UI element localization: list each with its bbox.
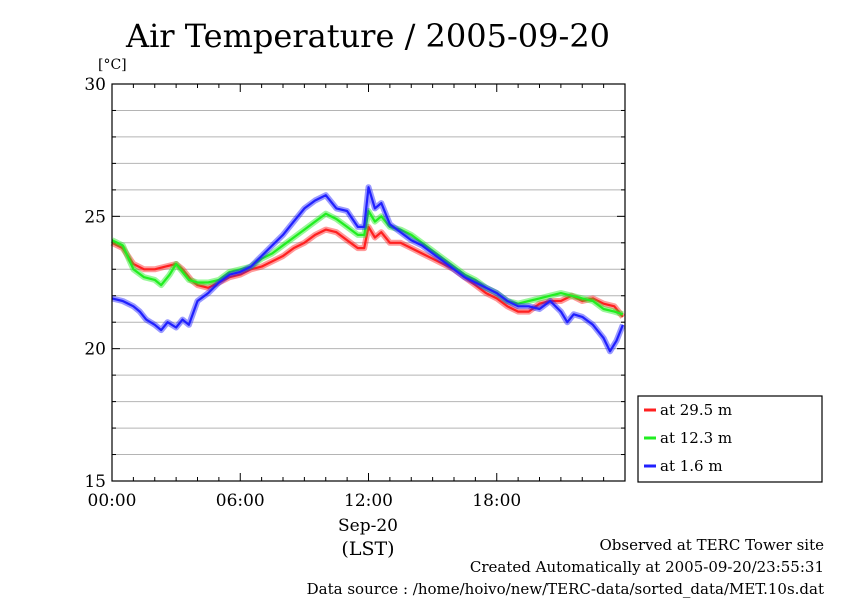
y-tick-labels: 15 20 25 30: [84, 75, 106, 492]
legend-label: at 1.6 m: [660, 457, 723, 475]
footer-source: Data source : /home/hoivo/new/TERC-data/…: [306, 580, 824, 598]
legend-box: [637, 395, 823, 483]
series-halo-at-12-3-m: [110, 208, 624, 318]
x-tick-label: 00:00: [88, 491, 137, 511]
x-tick-label: 06:00: [216, 491, 265, 511]
x-tick-label: 12:00: [344, 491, 393, 511]
y-axis-unit-label: [°C]: [98, 57, 127, 73]
x-tick-label: 18:00: [472, 491, 521, 511]
y-tick-label: 15: [84, 472, 106, 492]
timezone-label: (LST): [341, 538, 394, 560]
legend-label: at 12.3 m: [660, 429, 732, 447]
series-line-at-12-3-m: [111, 209, 624, 316]
y-tick-label: 25: [84, 207, 106, 227]
y-tick-label: 20: [84, 340, 106, 360]
grid-lines: [112, 109, 625, 456]
footer-site: Observed at TERC Tower site: [599, 536, 824, 554]
series-layer: [110, 184, 626, 355]
legend: at 29.5 m at 12.3 m at 1.6 m: [637, 395, 823, 483]
y-tick-label: 30: [84, 75, 106, 95]
series-line-at-1-6-m: [111, 186, 624, 353]
legend-label: at 29.5 m: [660, 401, 732, 419]
x-tick-labels: 00:00 06:00 12:00 18:00: [88, 491, 522, 511]
footer-created: Created Automatically at 2005-09-20/23:5…: [469, 558, 824, 576]
date-label: Sep-20: [338, 516, 398, 536]
chart-title: Air Temperature / 2005-09-20: [125, 17, 610, 55]
plot-frame: [111, 83, 626, 482]
